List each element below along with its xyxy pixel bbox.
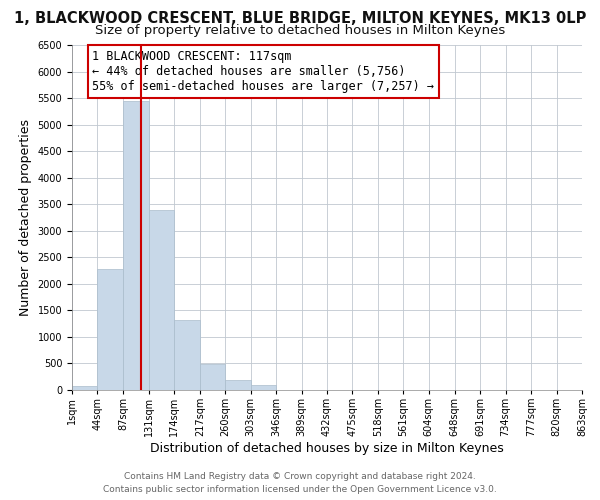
Bar: [123, 100, 149, 390]
Bar: [200, 364, 225, 390]
Y-axis label: Number of detached properties: Number of detached properties: [19, 119, 32, 316]
Bar: [225, 380, 251, 390]
Bar: [251, 385, 276, 390]
Text: 1 BLACKWOOD CRESCENT: 117sqm
← 44% of detached houses are smaller (5,756)
55% of: 1 BLACKWOOD CRESCENT: 117sqm ← 44% of de…: [92, 50, 434, 93]
Text: Contains HM Land Registry data © Crown copyright and database right 2024.
Contai: Contains HM Land Registry data © Crown c…: [103, 472, 497, 494]
Bar: [72, 386, 97, 390]
Text: Size of property relative to detached houses in Milton Keynes: Size of property relative to detached ho…: [95, 24, 505, 37]
Bar: [175, 320, 200, 390]
X-axis label: Distribution of detached houses by size in Milton Keynes: Distribution of detached houses by size …: [150, 442, 504, 455]
Bar: [97, 269, 123, 390]
Bar: [149, 210, 175, 390]
Text: 1, BLACKWOOD CRESCENT, BLUE BRIDGE, MILTON KEYNES, MK13 0LP: 1, BLACKWOOD CRESCENT, BLUE BRIDGE, MILT…: [14, 11, 586, 26]
